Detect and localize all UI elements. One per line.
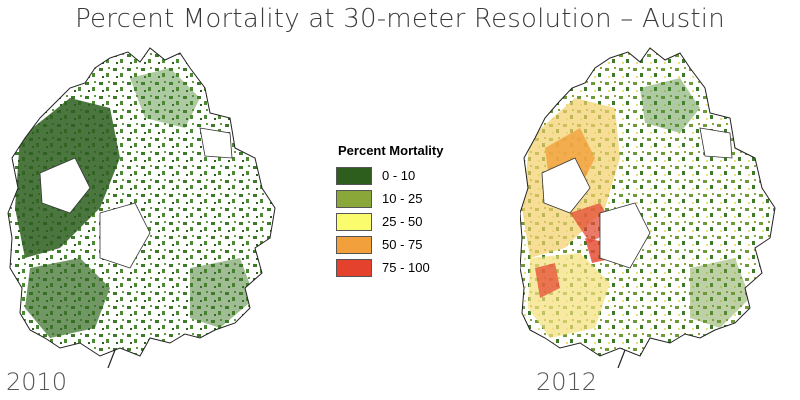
legend-label: 0 - 10 bbox=[382, 168, 416, 183]
legend-swatch bbox=[336, 212, 372, 231]
legend: Percent Mortality 0 - 10 10 - 25 25 - 50… bbox=[336, 143, 486, 279]
legend-swatch bbox=[336, 258, 372, 277]
legend-swatch bbox=[336, 235, 372, 254]
page-title: Percent Mortality at 30-meter Resolution… bbox=[75, 4, 725, 34]
legend-item: 0 - 10 bbox=[336, 164, 486, 187]
legend-label: 25 - 50 bbox=[382, 214, 423, 229]
legend-label: 50 - 75 bbox=[382, 237, 423, 252]
legend-item: 50 - 75 bbox=[336, 233, 486, 256]
map-2012 bbox=[520, 47, 776, 368]
legend-item: 75 - 100 bbox=[336, 256, 486, 279]
legend-label: 75 - 100 bbox=[382, 260, 430, 275]
year-label-2010: 2010 bbox=[6, 368, 68, 396]
legend-swatch bbox=[336, 189, 372, 208]
legend-title: Percent Mortality bbox=[338, 143, 444, 158]
legend-label: 10 - 25 bbox=[382, 191, 423, 206]
legend-swatch bbox=[336, 166, 372, 185]
map-2010 bbox=[7, 47, 276, 368]
legend-item: 10 - 25 bbox=[336, 187, 486, 210]
year-label-2012: 2012 bbox=[536, 368, 598, 396]
legend-item: 25 - 50 bbox=[336, 210, 486, 233]
